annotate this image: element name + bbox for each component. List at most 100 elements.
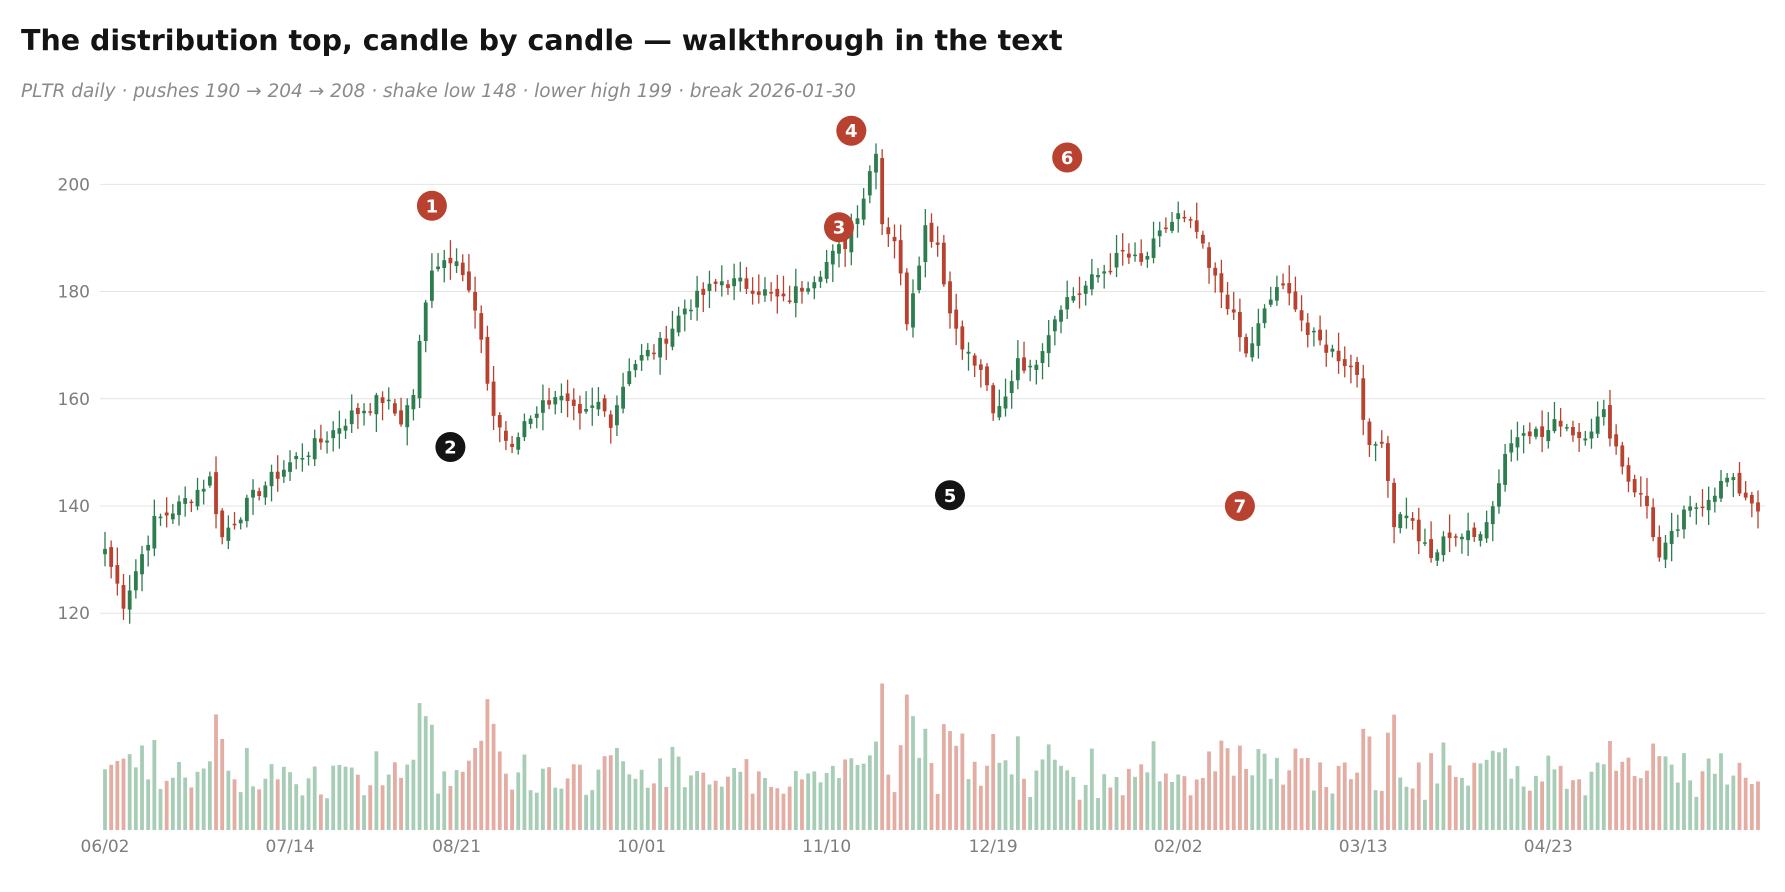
x-tick-label: 12/19: [969, 837, 1018, 857]
candle-body: [306, 455, 311, 458]
volume-bar: [719, 786, 724, 830]
volume-bar: [689, 775, 693, 830]
volume-bar: [140, 745, 144, 830]
volume-bar: [1392, 714, 1397, 830]
volume-bar: [121, 758, 126, 830]
candle-body: [880, 158, 885, 225]
candle-body: [812, 282, 817, 289]
volume-bar: [1213, 771, 1218, 830]
candle-body: [652, 352, 656, 355]
volume-bar: [146, 779, 151, 830]
volume-bar: [1577, 779, 1582, 830]
volume-bar: [1608, 740, 1612, 830]
volume-bar: [1244, 768, 1248, 830]
candle-body: [460, 262, 465, 276]
candle-body: [466, 271, 471, 291]
volume-bar: [1460, 777, 1464, 830]
candle-body: [1213, 267, 1218, 276]
candle-body: [207, 476, 212, 486]
candle-body: [658, 337, 663, 358]
volume-bar: [1546, 755, 1551, 830]
volume-bar: [1219, 740, 1224, 830]
volume-bar: [362, 795, 366, 830]
volume-bar: [886, 774, 891, 830]
candle-body: [1256, 323, 1261, 346]
candle-body: [948, 281, 952, 314]
candle-body: [966, 351, 971, 354]
candle-body: [510, 443, 514, 447]
candle-body: [1706, 499, 1711, 511]
candle-body: [238, 519, 243, 524]
volume-bar: [152, 739, 157, 830]
candle-body: [732, 278, 737, 287]
volume-bar: [189, 787, 194, 830]
volume-bar: [504, 773, 508, 830]
volume-bar: [917, 757, 922, 830]
marker-circle: [1224, 490, 1255, 521]
volume-bar: [1034, 770, 1039, 830]
candle-body: [152, 515, 157, 549]
volume-bar: [133, 767, 138, 830]
volume-bar: [238, 792, 243, 830]
volume-bar: [411, 759, 416, 830]
volume-bar: [1669, 764, 1674, 830]
volume-bar: [1472, 762, 1477, 830]
candle-body: [189, 501, 194, 504]
volume-bar: [1682, 753, 1686, 830]
volume-bar: [1126, 768, 1131, 830]
y-tick-label: 120: [58, 604, 90, 624]
candle-body: [522, 421, 527, 438]
candle-body: [1293, 291, 1298, 310]
candle-body: [417, 340, 422, 399]
volume-bar: [800, 779, 804, 830]
candle-body: [1497, 483, 1501, 507]
candle-body: [886, 227, 891, 235]
candle-body: [263, 485, 268, 498]
candle-body: [707, 283, 712, 291]
candle-body: [1632, 479, 1637, 493]
volume-bar: [1558, 765, 1563, 830]
candle-body: [1299, 310, 1304, 321]
volume-bar: [1200, 778, 1205, 830]
candle-body: [1645, 495, 1649, 507]
candle-body: [929, 222, 934, 242]
candle-body: [1361, 378, 1366, 420]
candle-body: [1336, 350, 1341, 362]
candle-body: [386, 399, 391, 402]
candle-body: [1182, 216, 1187, 219]
candle-body: [374, 395, 379, 415]
volume-bar: [1700, 771, 1705, 830]
volume-bar: [880, 683, 885, 830]
volume-bar: [571, 764, 576, 830]
volume-bar: [491, 723, 496, 830]
candle-body: [1558, 420, 1563, 427]
volume-bar: [1318, 762, 1322, 830]
volume-bar: [269, 764, 274, 830]
candle-body: [331, 430, 336, 439]
candle-body: [1071, 296, 1076, 301]
candle-body: [787, 300, 792, 302]
volume-bar: [1349, 779, 1353, 830]
volume-bar: [214, 714, 218, 830]
volume-bar: [1096, 797, 1100, 830]
volume-bar: [294, 784, 299, 830]
volume-bar: [1645, 770, 1649, 830]
candle-body: [1460, 536, 1464, 540]
volume-bar: [578, 764, 582, 830]
candle-body: [1237, 312, 1242, 338]
volume-bar: [923, 728, 928, 830]
volume-bar: [559, 788, 564, 830]
volume-bar: [399, 777, 403, 830]
candle-body: [763, 289, 767, 296]
annotation-markers: 1 2 3 4 5 6 7: [416, 115, 1255, 521]
volume-bar: [695, 771, 700, 830]
candle-body: [133, 571, 138, 591]
volume-bar: [386, 774, 391, 830]
candle-body: [1379, 441, 1384, 444]
volume-bar: [775, 788, 780, 830]
volume-bar: [1133, 776, 1137, 830]
marker-label: 4: [845, 121, 858, 142]
volume-bar: [1194, 779, 1199, 830]
volume-bar: [288, 772, 292, 830]
